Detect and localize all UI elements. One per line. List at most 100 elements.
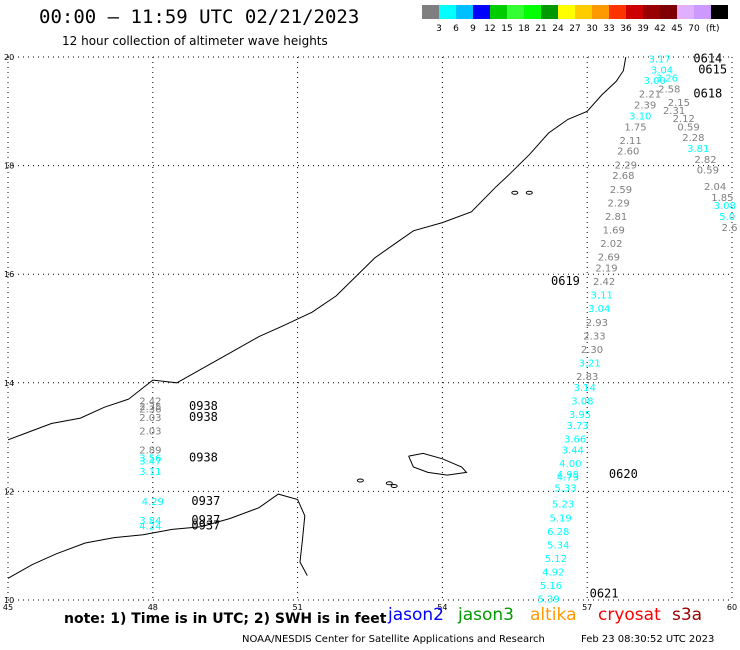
pass-time-label: 0938 (189, 399, 218, 413)
wave-height-value: 3.81 (687, 144, 709, 155)
wave-height-value: 3.26 (656, 73, 678, 84)
scale-swatch (575, 5, 592, 19)
lat-tick-label: 12 (4, 487, 14, 496)
wave-height-value: 4.24 (139, 521, 161, 532)
pass-time-label: 0614 (693, 51, 722, 65)
scale-label: 30 (586, 24, 598, 34)
wave-height-value: 3.95 (569, 410, 591, 421)
scale-label: 15 (501, 24, 512, 34)
scale-label: 45 (671, 24, 682, 34)
wave-height-value: 3.17 (648, 54, 670, 65)
wave-height-value: 2.39 (634, 101, 656, 112)
scale-swatch (422, 5, 439, 19)
wave-height-value: 2.21 (639, 90, 661, 101)
wave-height-value: 2.68 (612, 171, 634, 182)
scale-swatch (490, 5, 507, 19)
wave-height-value: 2.93 (586, 318, 608, 329)
wave-height-value: 1.69 (603, 225, 625, 236)
wave-height-value: 0.59 (697, 166, 719, 177)
lat-tick-label: 10 (4, 596, 14, 605)
lat-tick-label: 20 (4, 53, 14, 62)
wave-height-value: 3.73 (566, 421, 588, 432)
wave-height-value: 2.29 (615, 160, 637, 171)
pass-time-label: 0937 (191, 513, 220, 527)
wave-height-value: 2.02 (600, 239, 622, 250)
wave-height-value: 2.33 (583, 331, 605, 342)
lat-tick-label: 14 (4, 379, 14, 388)
scale-label: 42 (654, 24, 665, 34)
pass-time-label: 0937 (191, 518, 220, 532)
scale-unit: (ft) (706, 24, 720, 34)
lon-tick-label: 51 (293, 603, 303, 612)
wave-height-value: 3.84 (139, 516, 161, 527)
wave-height-value: 4.92 (542, 568, 564, 579)
wave-height-value: 2.31 (663, 106, 685, 117)
scale-label: 18 (518, 24, 530, 34)
pass-time-label: 0938 (189, 451, 218, 465)
legend-s3a: s3a (672, 605, 703, 625)
legend-note: note: 1) Time is in UTC; 2) SWH is in fe… (64, 611, 387, 627)
scale-label: 70 (688, 24, 700, 34)
scale-swatch (677, 5, 694, 19)
scale-swatch (711, 5, 728, 19)
scale-swatch (626, 5, 643, 19)
scale-swatch (660, 5, 677, 19)
wave-height-value: 1.85 (711, 193, 733, 204)
wave-height-value: 3.47 (139, 456, 161, 467)
lat-tick-label: 16 (4, 270, 14, 279)
lon-tick-label: 45 (3, 603, 13, 612)
wave-height-value: 2.81 (605, 212, 627, 223)
wave-height-value: 3.00 (644, 76, 666, 87)
wave-height-value: 5.33 (554, 483, 576, 494)
scale-label: 21 (535, 24, 546, 34)
wave-height-value: 2.12 (673, 114, 695, 125)
wave-height-value: 3.04 (651, 65, 673, 76)
wave-height-value: 2.28 (682, 133, 704, 144)
wave-height-value: 3.21 (578, 359, 600, 370)
scale-swatch (507, 5, 524, 19)
wave-height-value: 3.11 (139, 467, 161, 478)
wave-height-value: 2.60 (617, 147, 639, 158)
wave-height-value: 5.12 (545, 554, 567, 565)
lat-tick-label: 18 (4, 162, 14, 171)
scale-swatch (592, 5, 609, 19)
small-island (525, 190, 533, 195)
pass-time-labels: 0614061506180619062006210938093809380937… (189, 51, 727, 600)
wave-height-value: 3.66 (564, 435, 586, 446)
wave-height-value: 5.34 (547, 540, 569, 551)
page-subtitle: 12 hour collection of altimeter wave hei… (62, 34, 328, 48)
wave-height-value: 0.59 (677, 122, 699, 133)
wave-height-value: 2.42 (139, 397, 161, 408)
horn-of-africa-coast (7, 493, 308, 579)
scale-label: 33 (603, 24, 614, 34)
graticule (7, 56, 733, 601)
arabia-coast (7, 56, 627, 441)
wave-height-value: 4.00 (559, 459, 581, 470)
wave-height-value: 5.39 (537, 595, 559, 606)
wave-height-value: 3.44 (562, 445, 584, 456)
wave-height-value: 3.14 (574, 383, 596, 394)
scale-swatch (609, 5, 626, 19)
wave-height-value: 3.56 (139, 454, 161, 465)
scale-swatch (456, 5, 473, 19)
wave-height-value: 2.30 (581, 345, 603, 356)
lon-tick-label: 48 (148, 603, 158, 612)
wave-height-value: 3.04 (588, 304, 610, 315)
scale-swatch (439, 5, 456, 19)
wave-height-value: 2.03 (139, 413, 161, 424)
wave-height-value: 2.6 (722, 223, 738, 234)
pass-time-label: 0937 (191, 494, 220, 508)
scale-label: 9 (470, 24, 476, 34)
page-title: 00:00 — 11:59 UTC 02/21/2023 (39, 6, 360, 28)
scale-swatch (541, 5, 558, 19)
wave-height-value: 4.98 (557, 470, 579, 481)
scale-label: 27 (569, 24, 580, 34)
wave-height-value: 2.89 (139, 445, 161, 456)
wave-height-value: 3.08 (571, 397, 593, 408)
wave-height-value: 2.59 (610, 185, 632, 196)
pass-time-label: 0621 (590, 586, 619, 600)
wave-height-value: 4.73 (557, 473, 579, 484)
credit-line: NOAA/NESDIS Center for Satellite Applica… (242, 634, 545, 645)
wave-height-value: 2.29 (607, 198, 629, 209)
lon-tick-label: 60 (727, 603, 737, 612)
